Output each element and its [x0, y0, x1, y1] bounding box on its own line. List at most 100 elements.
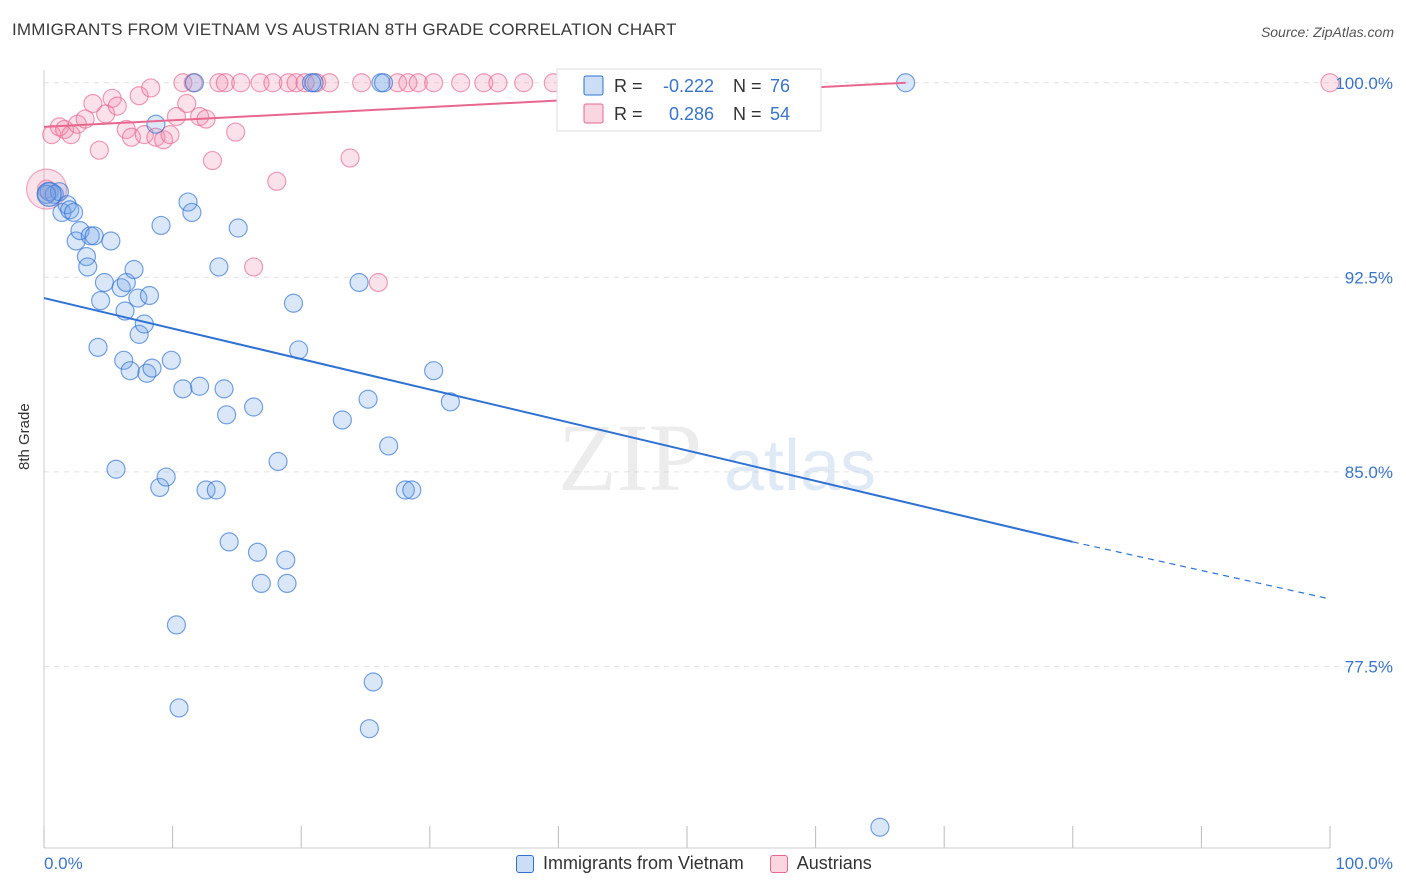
- y-tick-label-2: 92.5%: [1345, 268, 1393, 287]
- austrians-point: [398, 73, 418, 93]
- austrians-point: [209, 73, 229, 93]
- vietnam-trend-line: [43, 297, 1074, 543]
- stats-r-value-2: 0.286: [669, 104, 714, 124]
- vietnam-point: [182, 202, 202, 223]
- legend-swatch-vietnam: [516, 854, 534, 873]
- vietnam-point: [184, 73, 205, 93]
- vietnam-point: [44, 184, 64, 204]
- vietnam-point: [84, 226, 104, 246]
- y-tick-label-1: 85.0%: [1345, 463, 1393, 482]
- y-axis-label: 8th Grade: [16, 403, 33, 470]
- legend-label-austrians: Austrians: [796, 853, 872, 873]
- vietnam-point: [129, 324, 149, 344]
- vietnam-point: [111, 278, 131, 298]
- vietnam-point: [66, 231, 86, 251]
- vietnam-point: [206, 480, 226, 500]
- legend-label-vietnam: Immigrants from Vietnam: [543, 853, 744, 873]
- vietnam-point: [268, 451, 288, 472]
- vietnam-point: [124, 259, 144, 280]
- vietnam-point: [277, 573, 297, 594]
- vietnam-point: [151, 215, 171, 236]
- vietnam-point: [57, 195, 77, 215]
- x-tick-label-1: 100.0%: [1335, 854, 1393, 873]
- vietnam-point: [156, 467, 176, 487]
- vietnam-point: [349, 272, 369, 293]
- vietnam-point: [146, 114, 166, 134]
- vietnam-points: [36, 73, 916, 837]
- legend-item-vietnam[interactable]: Immigrants from Vietnam: [516, 853, 744, 874]
- watermark-zip: ZIP: [558, 404, 702, 511]
- stats-box: R = -0.222 N = 76 R = 0.286 N = 54: [556, 68, 822, 132]
- vietnam-point: [161, 350, 181, 370]
- vietnam-point: [379, 436, 399, 456]
- vietnam-point: [251, 573, 271, 594]
- stats-swatch-blue: [583, 75, 604, 96]
- austrians-point: [352, 73, 372, 93]
- y-tick-label-3: 100.0%: [1335, 74, 1393, 93]
- vietnam-point: [78, 257, 98, 277]
- austrians-point: [340, 148, 360, 168]
- vietnam-cluster: [36, 181, 62, 207]
- vietnam-point: [214, 379, 234, 399]
- vietnam-point: [219, 532, 239, 552]
- vietnam-point: [142, 358, 162, 378]
- austrians-point: [153, 130, 174, 150]
- vietnam-trend-extension: [1072, 541, 1331, 600]
- vietnam-point: [88, 337, 108, 357]
- austrians-points: [25, 73, 1340, 293]
- vietnam-point: [196, 480, 216, 500]
- legend: Immigrants from Vietnam Austrians: [516, 853, 898, 874]
- austrians-point: [267, 171, 287, 191]
- stats-r-label-1: R =: [614, 76, 643, 96]
- austrians-point: [89, 140, 109, 160]
- vietnam-point: [276, 550, 296, 570]
- stats-n-label-2: N =: [733, 104, 762, 124]
- stats-n-value-2: 54: [770, 104, 790, 124]
- vietnam-point: [94, 272, 115, 293]
- vietnam-point: [359, 719, 379, 739]
- austrians-point: [177, 93, 197, 114]
- y-tick-labels: 77.5% 85.0% 92.5% 100.0%: [1335, 74, 1393, 677]
- austrians-point: [202, 150, 223, 171]
- austrians-point: [107, 96, 127, 116]
- vietnam-point: [228, 218, 248, 238]
- vietnam-point: [440, 392, 460, 412]
- austrians-point: [488, 73, 508, 93]
- austrians-point: [263, 73, 283, 93]
- x-tick-label-0: 0.0%: [44, 854, 83, 873]
- austrians-point: [129, 86, 149, 106]
- trend-lines: [43, 81, 1331, 600]
- vietnam-point: [76, 246, 97, 267]
- x-tick-labels: 0.0% 100.0%: [44, 854, 1393, 873]
- austrians-point: [408, 73, 428, 93]
- stats-n-value-1: 76: [770, 76, 790, 96]
- vietnam-point: [173, 379, 193, 399]
- vietnam-point: [106, 459, 126, 479]
- vietnam-point: [70, 221, 90, 241]
- vietnam-point: [304, 73, 324, 93]
- vietnam-point: [90, 291, 111, 311]
- watermark-atlas: atlas: [724, 426, 876, 506]
- stats-r-value-1: -0.222: [663, 76, 714, 96]
- grid-lines: [44, 82, 1390, 667]
- vietnam-point: [114, 350, 134, 370]
- stats-r-label-2: R =: [614, 104, 643, 124]
- vietnam-point: [63, 202, 84, 223]
- austrians-point: [226, 122, 246, 142]
- vietnam-point: [373, 73, 394, 93]
- stats-swatch-pink: [583, 103, 604, 124]
- vietnam-point: [395, 480, 415, 500]
- vietnam-point: [217, 405, 237, 425]
- vietnam-point: [120, 361, 140, 381]
- austrians-point: [388, 73, 408, 93]
- austrians-point: [160, 125, 180, 145]
- vietnam-point: [283, 293, 304, 313]
- austrians-point: [173, 73, 193, 93]
- austrians-point: [141, 78, 161, 98]
- vietnam-point: [424, 361, 444, 381]
- legend-swatch-austrians: [769, 854, 788, 873]
- legend-item-austrians[interactable]: Austrians: [769, 853, 872, 874]
- vietnam-point: [178, 192, 198, 212]
- austrians-point: [215, 73, 235, 93]
- austrians-point: [474, 73, 494, 93]
